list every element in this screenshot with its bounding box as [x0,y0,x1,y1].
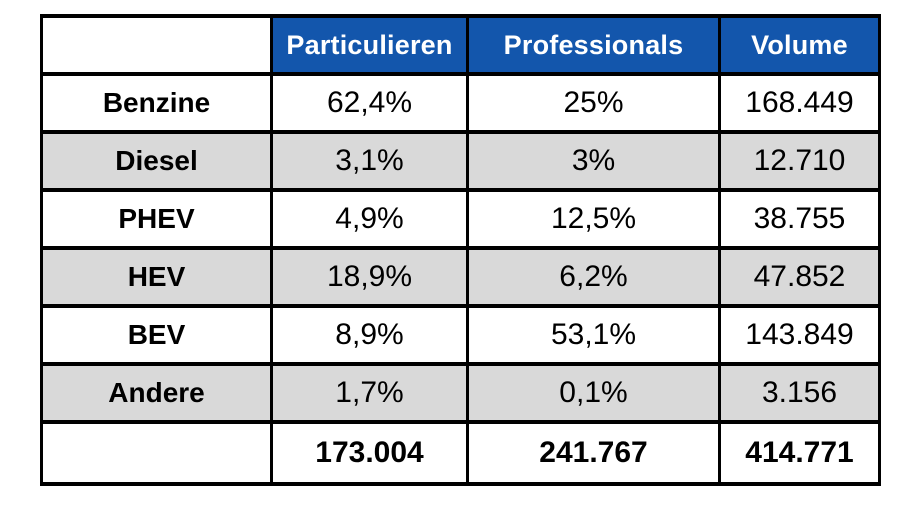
column-header-volume: Volume [718,14,881,76]
cell-hev-volume: 47.852 [718,246,881,308]
cell-andere-particulieren: 1,7% [270,362,469,424]
row-label-totals-empty [40,420,273,486]
cell-hev-professionals: 6,2% [466,246,721,308]
cell-benzine-particulieren: 62,4% [270,72,469,134]
row-label-bev: BEV [40,304,273,366]
cell-phev-particulieren: 4,9% [270,188,469,250]
table-row-andere: Andere 1,7% 0,1% 3.156 [40,362,881,424]
table-row-bev: BEV 8,9% 53,1% 143.849 [40,304,881,366]
table-row-benzine: Benzine 62,4% 25% 168.449 [40,72,881,134]
cell-benzine-volume: 168.449 [718,72,881,134]
row-label-phev: PHEV [40,188,273,250]
cell-total-professionals: 241.767 [466,420,721,486]
cell-andere-professionals: 0,1% [466,362,721,424]
row-label-benzine: Benzine [40,72,273,134]
febiac-copyright-label: © FEBIAC [0,404,3,487]
cell-phev-professionals: 12,5% [466,188,721,250]
column-header-particulieren: Particulieren [270,14,469,76]
row-label-diesel: Diesel [40,130,273,192]
table-row-diesel: Diesel 3,1% 3% 12.710 [40,130,881,192]
cell-bev-professionals: 53,1% [466,304,721,366]
column-header-professionals: Professionals [466,14,721,76]
fuel-type-table: Particulieren Professionals Volume Benzi… [40,14,881,486]
cell-total-particulieren: 173.004 [270,420,469,486]
cell-benzine-professionals: 25% [466,72,721,134]
cell-andere-volume: 3.156 [718,362,881,424]
cell-bev-volume: 143.849 [718,304,881,366]
row-label-hev: HEV [40,246,273,308]
cell-bev-particulieren: 8,9% [270,304,469,366]
table-row-phev: PHEV 4,9% 12,5% 38.755 [40,188,881,250]
table-row-hev: HEV 18,9% 6,2% 47.852 [40,246,881,308]
cell-diesel-particulieren: 3,1% [270,130,469,192]
cell-diesel-professionals: 3% [466,130,721,192]
table-row-totals: 173.004 241.767 414.771 [40,420,881,486]
cell-hev-particulieren: 18,9% [270,246,469,308]
table-header-row: Particulieren Professionals Volume [40,14,881,76]
cell-phev-volume: 38.755 [718,188,881,250]
cell-diesel-volume: 12.710 [718,130,881,192]
cell-total-volume: 414.771 [718,420,881,486]
row-label-andere: Andere [40,362,273,424]
corner-cell [40,14,273,76]
